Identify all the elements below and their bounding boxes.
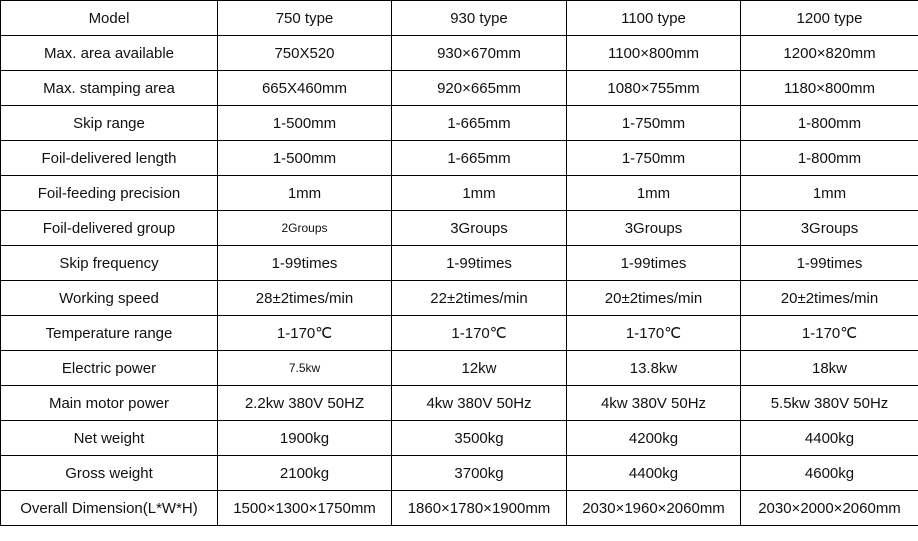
table-cell: 1180×800mm [740,70,918,106]
spec-table: Model 750 type 930 type 1100 type 1200 type M… [0,0,918,526]
row-label: Model [0,0,218,36]
table-row: Working speed 28±2times/min 22±2times/min 2… [0,280,918,316]
row-label: Foil-delivered length [0,140,218,176]
table-cell: 22±2times/min [391,280,567,316]
table-cell: 1860×1780×1900mm [391,490,567,526]
table-cell: 1-500mm [217,105,392,141]
table-cell: 750 type [217,0,392,36]
table-cell: 3Groups [566,210,741,246]
row-label: Net weight [0,420,218,456]
table-cell: 4200kg [566,420,741,456]
table-cell: 2030×1960×2060mm [566,490,741,526]
table-cell: 1mm [566,175,741,211]
table-cell: 4kw 380V 50Hz [391,385,567,421]
table-cell: 2Groups [217,210,392,246]
table-cell: 750X520 [217,35,392,71]
table-row: Skip range 1-500mm 1-665mm 1-750mm 1-800mm [0,105,918,141]
table-cell: 5.5kw 380V 50Hz [740,385,918,421]
table-cell: 1-500mm [217,140,392,176]
table-cell: 1-800mm [740,140,918,176]
table-cell: 920×665mm [391,70,567,106]
table-row: Max. area available 750X520 930×670mm 1100×… [0,35,918,71]
table-row: Foil-delivered group 2Groups 3Groups 3Group… [0,210,918,246]
table-row: Model 750 type 930 type 1100 type 1200 type [0,0,918,36]
table-cell: 4400kg [566,455,741,491]
table-cell: 1500×1300×1750mm [217,490,392,526]
table-cell: 1-170℃ [391,315,567,351]
table-cell: 1080×755mm [566,70,741,106]
row-label: Electric power [0,350,218,386]
table-cell: 20±2times/min [566,280,741,316]
row-label: Overall Dimension(L*W*H) [0,490,218,526]
row-label: Gross weight [0,455,218,491]
table-cell: 1100 type [566,0,741,36]
table-cell: 1900kg [217,420,392,456]
table-cell: 1-170℃ [566,315,741,351]
table-cell: 1-99times [391,245,567,281]
table-cell: 1200 type [740,0,918,36]
row-label: Foil-delivered group [0,210,218,246]
row-label: Foil-feeding precision [0,175,218,211]
table-row: Electric power 7.5kw 12kw 13.8kw 18kw [0,350,918,386]
table-cell: 1-750mm [566,140,741,176]
table-cell: 1mm [217,175,392,211]
table-row: Foil-feeding precision 1mm 1mm 1mm 1mm [0,175,918,211]
table-cell: 3Groups [391,210,567,246]
table-cell: 1-750mm [566,105,741,141]
table-cell: 20±2times/min [740,280,918,316]
table-cell: 1mm [391,175,567,211]
table-cell: 1-99times [217,245,392,281]
table-cell: 1-665mm [391,105,567,141]
table-cell: 1mm [740,175,918,211]
table-row: Temperature range 1-170℃ 1-170℃ 1-170℃ 1-170… [0,315,918,351]
table-cell: 12kw [391,350,567,386]
table-cell: 2100kg [217,455,392,491]
table-row: Main motor power 2.2kw 380V 50HZ 4kw 380V … [0,385,918,421]
table-cell: 7.5kw [217,350,392,386]
row-label: Temperature range [0,315,218,351]
table-row: Overall Dimension(L*W*H) 1500×1300×1750mm… [0,490,918,526]
table-cell: 3Groups [740,210,918,246]
table-cell: 1-99times [566,245,741,281]
table-cell: 13.8kw [566,350,741,386]
table-cell: 1100×800mm [566,35,741,71]
table-cell: 3500kg [391,420,567,456]
table-cell: 2.2kw 380V 50HZ [217,385,392,421]
table-cell: 1-170℃ [217,315,392,351]
row-label: Max. stamping area [0,70,218,106]
table-cell: 3700kg [391,455,567,491]
table-cell: 28±2times/min [217,280,392,316]
table-cell: 1-99times [740,245,918,281]
row-label: Working speed [0,280,218,316]
table-cell: 1-800mm [740,105,918,141]
table-row: Net weight 1900kg 3500kg 4200kg 4400kg [0,420,918,456]
table-row: Foil-delivered length 1-500mm 1-665mm 1-750… [0,140,918,176]
table-cell: 4kw 380V 50Hz [566,385,741,421]
table-cell: 930×670mm [391,35,567,71]
table-cell: 1-665mm [391,140,567,176]
row-label: Main motor power [0,385,218,421]
table-cell: 1200×820mm [740,35,918,71]
table-cell: 2030×2000×2060mm [740,490,918,526]
row-label: Max. area available [0,35,218,71]
spec-table-body: Model 750 type 930 type 1100 type 1200 type M… [0,0,918,526]
table-cell: 930 type [391,0,567,36]
table-cell: 18kw [740,350,918,386]
table-cell: 4600kg [740,455,918,491]
row-label: Skip range [0,105,218,141]
table-cell: 665X460mm [217,70,392,106]
table-cell: 1-170℃ [740,315,918,351]
table-cell: 4400kg [740,420,918,456]
table-row: Gross weight 2100kg 3700kg 4400kg 4600kg [0,455,918,491]
table-row: Skip frequency 1-99times 1-99times 1-99time… [0,245,918,281]
row-label: Skip frequency [0,245,218,281]
table-row: Max. stamping area 665X460mm 920×665mm 1080… [0,70,918,106]
